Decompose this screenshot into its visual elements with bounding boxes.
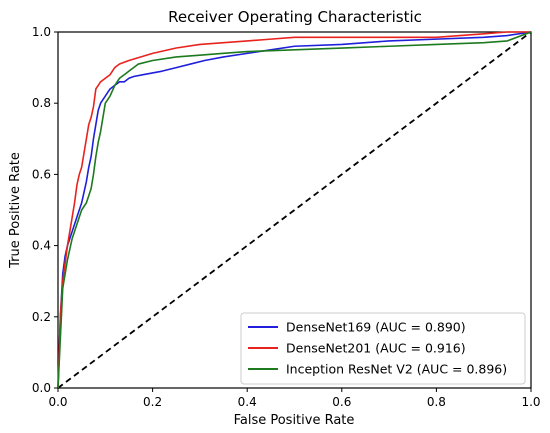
y-tick-label: 0.2 [32, 310, 51, 324]
chart-title: Receiver Operating Characteristic [168, 8, 422, 26]
legend-label-1: DenseNet201 (AUC = 0.916) [286, 341, 466, 356]
plot-area [57, 31, 532, 389]
y-tick-label: 0.4 [32, 239, 51, 253]
legend-frame [240, 312, 526, 385]
y-tick-label: 0.8 [32, 96, 51, 110]
x-tick-label: 0.4 [238, 395, 257, 409]
series-line-2 [57, 31, 532, 389]
legend-label-0: DenseNet169 (AUC = 0.890) [286, 320, 466, 335]
x-tick-label: 0.8 [427, 395, 446, 409]
plot-frame [57, 31, 532, 389]
y-axis-ticks: 0.0 0.2 0.4 0.6 0.8 1.0 [32, 25, 58, 395]
x-tick-label: 0.0 [48, 395, 67, 409]
y-tick-label: 1.0 [32, 25, 51, 39]
legend-label-2: Inception ResNet V2 (AUC = 0.896) [286, 362, 507, 377]
y-axis-label: True Positive Rate [8, 152, 23, 269]
series-line-0 [57, 31, 532, 389]
y-tick-label: 0.6 [32, 167, 51, 181]
reference-diagonal-line [57, 31, 532, 389]
series-layer [57, 31, 532, 389]
y-tick-label: 0.0 [32, 381, 51, 395]
x-tick-label: 0.6 [332, 395, 351, 409]
series-line-1 [57, 31, 531, 389]
x-tick-label: 0.2 [143, 395, 162, 409]
x-axis-ticks: 0.0 0.2 0.4 0.6 0.8 1.0 [48, 388, 541, 409]
legend: DenseNet169 (AUC = 0.890) DenseNet201 (AU… [240, 312, 526, 385]
x-axis-label: False Positive Rate [234, 413, 355, 428]
x-tick-label: 1.0 [521, 395, 540, 409]
reference-line-layer [57, 31, 532, 389]
